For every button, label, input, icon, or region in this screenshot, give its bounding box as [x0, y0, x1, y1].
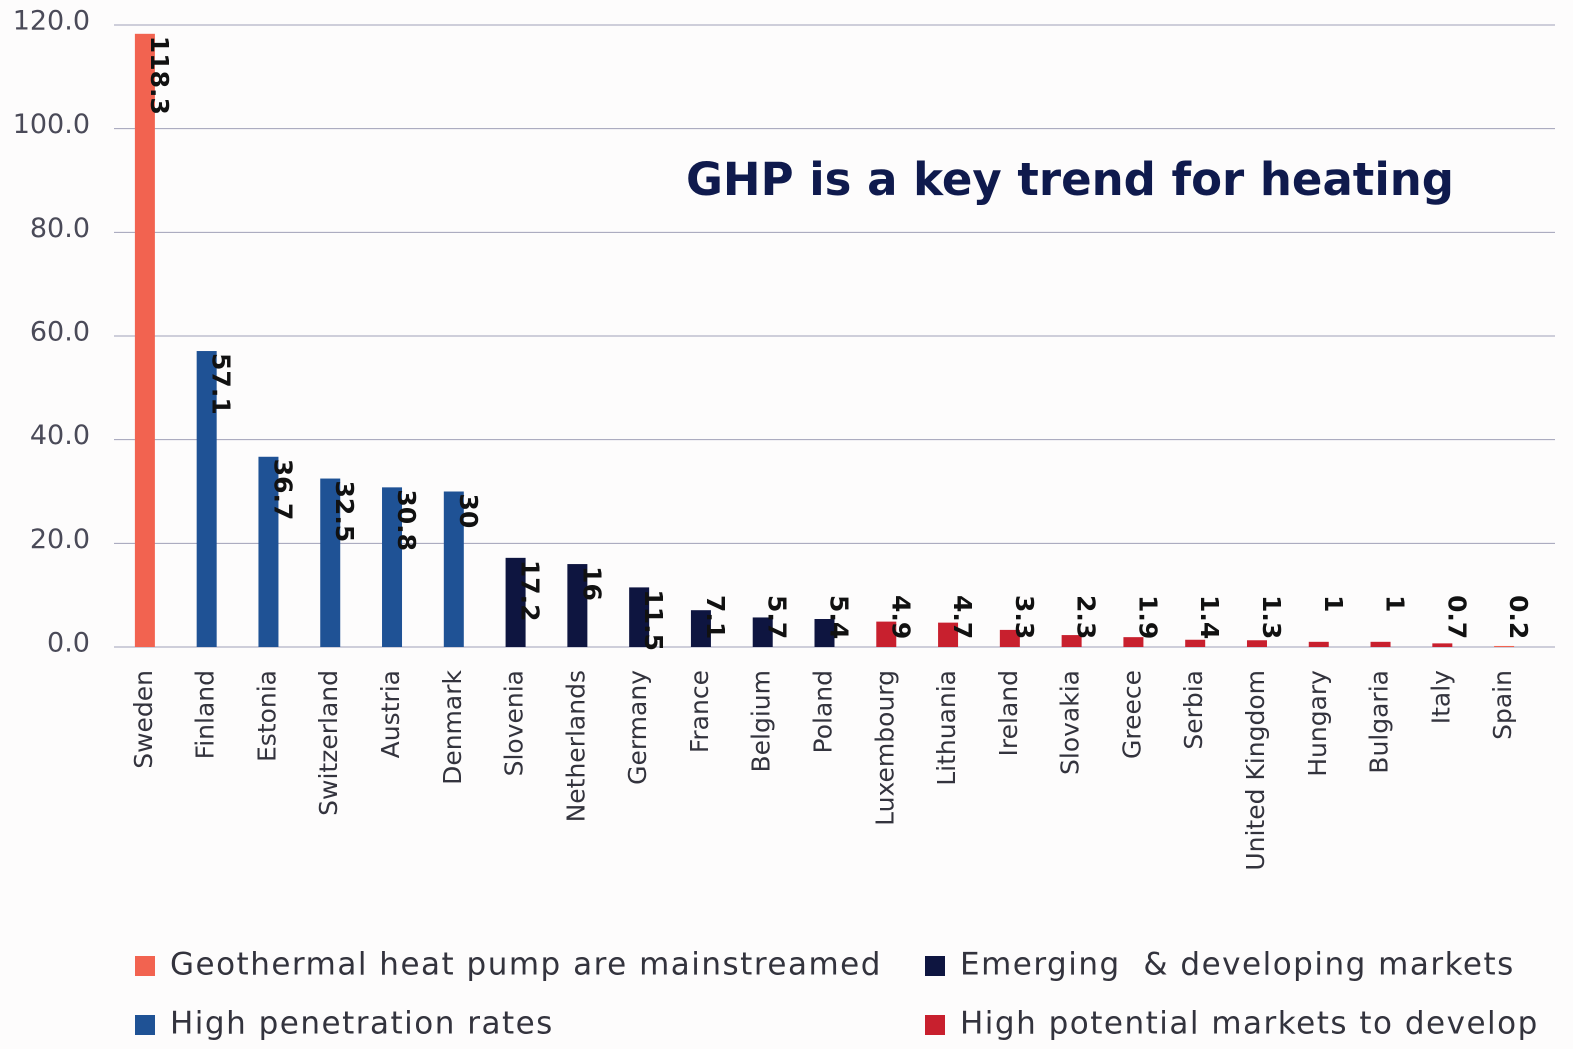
chart-title: GHP is a key trend for heating: [686, 153, 1454, 206]
x-tick-label: Spain: [1488, 670, 1517, 740]
value-label: 32.5: [330, 481, 359, 543]
bar: [134, 33, 155, 648]
x-tick-label: Estonia: [252, 670, 281, 762]
y-tick-label: 60.0: [30, 317, 90, 348]
x-tick-label: Ireland: [994, 670, 1023, 756]
bar: [814, 619, 835, 647]
bar: [999, 629, 1020, 647]
x-tick-label: Switzerland: [314, 670, 343, 816]
bar: [505, 557, 526, 647]
value-label: 16: [577, 566, 606, 601]
x-tick-label: Greece: [1117, 670, 1146, 759]
legend-label: High penetration rates: [170, 1006, 554, 1042]
bar: [752, 617, 773, 647]
value-label: 5.4: [825, 595, 854, 639]
value-label: 0.7: [1442, 595, 1471, 639]
bar: [690, 610, 711, 647]
value-label: 11.5: [639, 589, 668, 651]
bar: [1308, 641, 1329, 647]
bar: [1185, 639, 1206, 647]
x-tick-label: Bulgaria: [1365, 670, 1394, 774]
value-label: 1: [1319, 595, 1348, 612]
bar: [1370, 641, 1391, 647]
value-label: 4.7: [948, 595, 977, 639]
bar: [567, 564, 588, 647]
x-tick-label: Germany: [623, 670, 652, 785]
bar: [1246, 640, 1267, 647]
legend-swatch: [135, 956, 155, 976]
bar: [1123, 637, 1144, 647]
bar: [1432, 643, 1453, 647]
value-label: 1.9: [1133, 595, 1162, 639]
x-tick-label: Slovakia: [1056, 670, 1085, 775]
x-tick-label: Italy: [1426, 670, 1455, 724]
value-label: 7.1: [701, 595, 730, 639]
bar: [382, 487, 403, 647]
y-tick-label: 120.0: [13, 6, 90, 37]
x-tick-label: Denmark: [438, 669, 467, 784]
value-label: 30.8: [392, 489, 421, 551]
bar: [938, 622, 959, 647]
value-label: 3.3: [1010, 595, 1039, 639]
value-label: 5.7: [763, 595, 792, 639]
y-tick-label: 20.0: [30, 524, 90, 555]
legend-label: High potential markets to develop: [960, 1006, 1539, 1042]
x-tick-label: Slovenia: [500, 670, 529, 776]
x-tick-label: Austria: [376, 670, 405, 758]
x-tick-label: Belgium: [747, 670, 776, 773]
value-label: 118.3: [145, 36, 174, 115]
value-label: 57.1: [207, 353, 236, 415]
value-label: 17.2: [516, 560, 545, 622]
value-label: 2.3: [1072, 595, 1101, 639]
y-tick-label: 100.0: [13, 109, 90, 140]
bar: [320, 478, 341, 647]
bar: [1061, 635, 1082, 647]
x-tick-label: Hungary: [1303, 670, 1332, 777]
legend-swatch: [925, 956, 945, 976]
legend-label: Geothermal heat pump are mainstreamed: [170, 947, 882, 983]
legend-label: Emerging & developing markets: [960, 947, 1515, 983]
x-tick-label: Netherlands: [561, 670, 590, 822]
legend-swatch: [925, 1015, 945, 1035]
value-label: 1: [1381, 595, 1410, 612]
x-tick-label: Poland: [809, 670, 838, 753]
y-tick-label: 0.0: [47, 628, 90, 659]
bar: [876, 621, 897, 647]
bar: [443, 491, 464, 647]
value-label: 30: [454, 494, 483, 529]
legend-swatch: [135, 1015, 155, 1035]
x-tick-label: France: [685, 670, 714, 753]
x-tick-label: United Kingdom: [1241, 670, 1270, 871]
bar: [196, 351, 217, 647]
bar: [1494, 645, 1515, 647]
bar: [258, 456, 279, 647]
value-label: 1.3: [1257, 595, 1286, 639]
x-tick-label: Sweden: [129, 670, 158, 769]
value-label: 4.9: [886, 595, 915, 639]
value-label: 36.7: [268, 459, 297, 521]
x-tick-label: Lithuania: [932, 670, 961, 786]
value-label: 0.2: [1504, 595, 1533, 639]
bar: [629, 587, 650, 647]
x-tick-label: Serbia: [1179, 670, 1208, 750]
y-tick-label: 40.0: [30, 420, 90, 451]
x-tick-label: Finland: [191, 670, 220, 759]
x-tick-label: Luxembourg: [870, 670, 899, 826]
value-label: 1.4: [1195, 595, 1224, 639]
y-tick-label: 80.0: [30, 213, 90, 244]
